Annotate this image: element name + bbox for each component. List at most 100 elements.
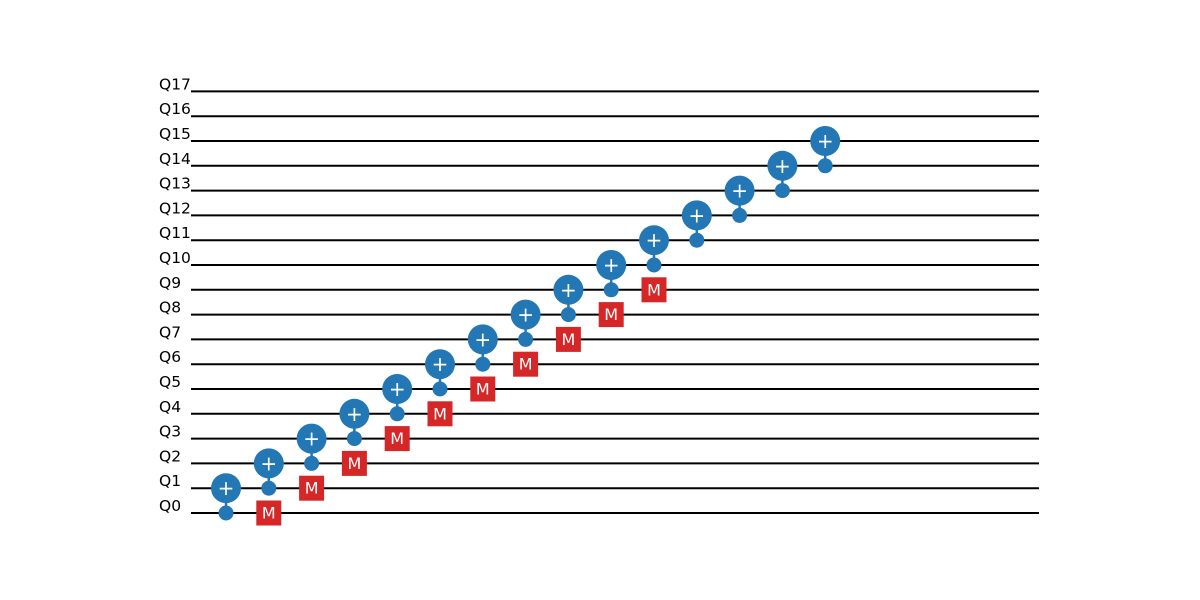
control-dot xyxy=(817,158,833,174)
qubit-label-q14: Q14 xyxy=(159,150,191,168)
control-dot xyxy=(432,381,448,397)
cnot-gate-q7-q8: + xyxy=(510,299,541,347)
target-plus-symbol: + xyxy=(731,179,748,203)
target-circle xyxy=(639,225,669,256)
target-plus-symbol: + xyxy=(817,129,834,153)
control-dot xyxy=(603,282,619,298)
target-circle xyxy=(339,398,370,429)
measure-gate-q8: M xyxy=(598,302,624,328)
target-plus-symbol: + xyxy=(774,154,791,178)
measure-gate-q6: M xyxy=(513,351,539,377)
qubit-label-q16: Q16 xyxy=(159,100,191,118)
target-plus-symbol: + xyxy=(560,278,577,302)
target-circle xyxy=(596,250,627,280)
control-dot xyxy=(732,207,748,223)
target-circle xyxy=(467,324,498,355)
qubit-label-q6: Q6 xyxy=(159,348,181,366)
target-circle xyxy=(724,175,755,206)
cnot-gate-q13-q14: + xyxy=(767,150,798,199)
qubit-label-q5: Q5 xyxy=(159,373,181,391)
measure-label: M xyxy=(262,504,276,523)
qubit-label-q9: Q9 xyxy=(159,274,181,292)
target-plus-symbol: + xyxy=(432,352,449,376)
measure-box xyxy=(256,500,282,526)
qubit-label-q8: Q8 xyxy=(159,299,181,317)
measure-box xyxy=(427,401,453,427)
target-plus-symbol: + xyxy=(303,427,320,451)
control-dot xyxy=(475,356,491,372)
measure-label: M xyxy=(519,355,533,374)
control-dot xyxy=(689,232,705,248)
measure-gate-q7: M xyxy=(555,326,581,352)
measure-gate-q9: M xyxy=(641,277,667,303)
target-circle xyxy=(296,423,327,454)
control-dot xyxy=(560,307,576,323)
measure-gate-q3: M xyxy=(384,426,410,452)
cnot-gate-q8-q9: + xyxy=(553,274,584,323)
measure-box xyxy=(641,277,667,303)
qubit-wires xyxy=(191,90,1039,514)
control-dot xyxy=(774,183,790,199)
target-plus-symbol: + xyxy=(603,253,620,277)
qubit-label-q13: Q13 xyxy=(159,175,191,193)
measure-box xyxy=(470,376,496,402)
qubit-label-q1: Q1 xyxy=(159,472,181,490)
qubit-label-q15: Q15 xyxy=(159,125,191,143)
measure-label: M xyxy=(647,280,661,299)
cnot-gate-q2-q3: + xyxy=(296,423,327,471)
target-plus-symbol: + xyxy=(517,303,534,327)
measure-label: M xyxy=(433,404,447,423)
target-plus-symbol: + xyxy=(474,327,491,351)
control-dot xyxy=(518,331,534,347)
measure-label: M xyxy=(305,479,319,498)
target-plus-symbol: + xyxy=(346,402,363,426)
target-plus-symbol: + xyxy=(218,476,235,500)
measure-box xyxy=(598,302,624,328)
control-dot xyxy=(646,257,662,273)
target-plus-symbol: + xyxy=(688,203,705,227)
cnot-gate-q0-q1: + xyxy=(211,473,241,521)
target-circle xyxy=(810,126,841,156)
cnot-gate-q6-q7: + xyxy=(467,324,498,372)
target-circle xyxy=(425,349,455,380)
qubit-label-q0: Q0 xyxy=(159,497,181,515)
target-circle xyxy=(681,200,712,231)
measure-box xyxy=(513,351,539,377)
cnot-gate-q9-q10: + xyxy=(596,250,627,298)
measure-label: M xyxy=(604,305,618,324)
target-circle xyxy=(211,473,241,504)
qubit-labels: Q0 Q1 Q2 Q3 Q4 Q5 Q6 Q7 Q8 Q9 Q10 Q11 Q12 Q13 Q14 Q15 Q1… xyxy=(159,75,191,515)
cnot-gate-q4-q5: + xyxy=(382,374,413,422)
measure-box xyxy=(384,426,410,452)
qubit-label-q11: Q11 xyxy=(159,224,191,242)
measure-box xyxy=(299,475,325,501)
cnot-gate-q5-q6: + xyxy=(425,349,455,397)
qubit-label-q2: Q2 xyxy=(159,447,181,465)
cnot-gate-q11-q12: + xyxy=(681,200,712,248)
measure-box xyxy=(341,450,367,476)
measure-gate-q2: M xyxy=(341,450,367,476)
qubit-label-q4: Q4 xyxy=(159,398,181,416)
control-dot xyxy=(389,406,405,422)
qubit-label-q10: Q10 xyxy=(159,249,191,267)
qubit-label-q7: Q7 xyxy=(159,323,181,341)
measure-gate-q0: M xyxy=(256,500,282,526)
target-plus-symbol: + xyxy=(646,228,663,252)
measure-gate-q1: M xyxy=(299,475,325,501)
measure-box xyxy=(555,326,581,352)
control-dot xyxy=(218,505,234,521)
target-circle xyxy=(767,150,798,181)
cnot-gate-q10-q11: + xyxy=(639,225,669,273)
qubit-label-q3: Q3 xyxy=(159,423,181,441)
target-plus-symbol: + xyxy=(260,451,277,475)
control-dot xyxy=(261,480,277,496)
control-dot xyxy=(304,455,320,471)
measure-gate-q4: M xyxy=(427,401,453,427)
target-plus-symbol: + xyxy=(389,377,406,401)
measure-label: M xyxy=(561,330,575,349)
cnot-gate-q14-q15: + xyxy=(810,126,841,174)
qubit-label-q12: Q12 xyxy=(159,199,191,217)
target-circle xyxy=(510,299,541,330)
measure-label: M xyxy=(476,380,490,399)
